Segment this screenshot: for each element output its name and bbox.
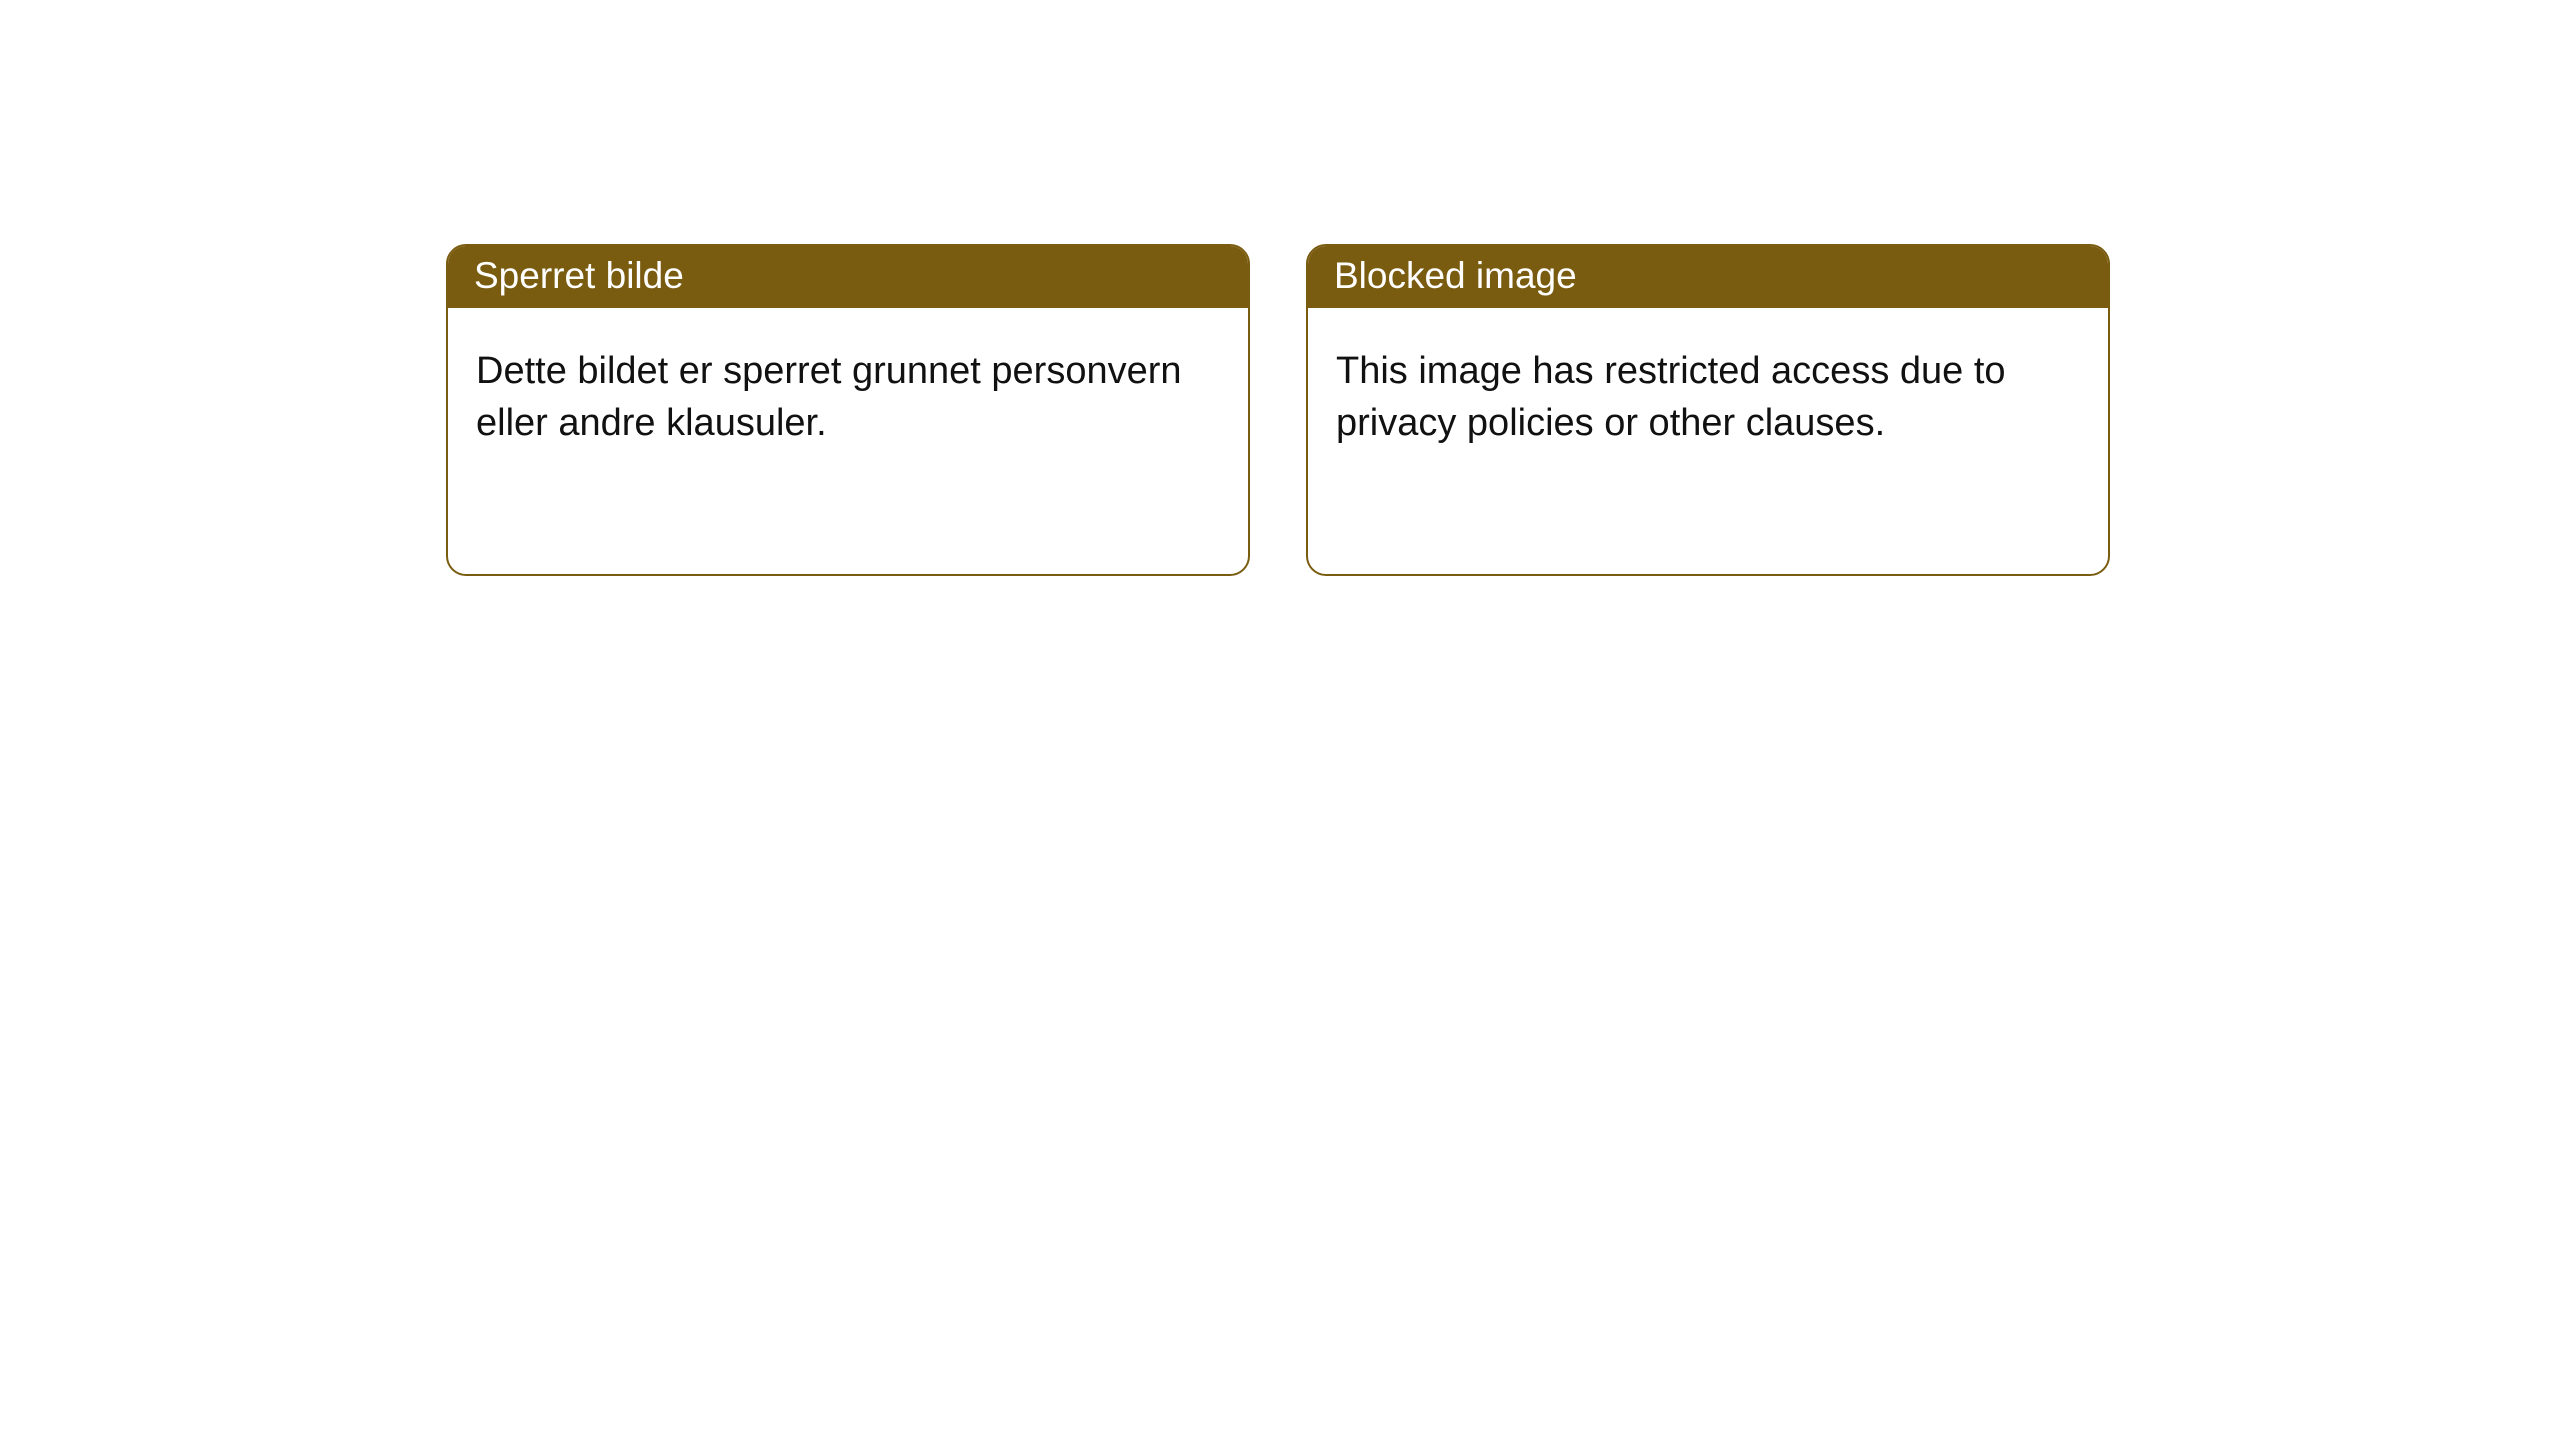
notice-card-norwegian: Sperret bilde Dette bildet er sperret gr…: [446, 244, 1250, 576]
notice-card-body: Dette bildet er sperret grunnet personve…: [448, 308, 1248, 477]
notice-container: Sperret bilde Dette bildet er sperret gr…: [0, 0, 2560, 576]
notice-card-header: Blocked image: [1308, 246, 2108, 308]
notice-title: Blocked image: [1334, 255, 1577, 296]
notice-body-text: This image has restricted access due to …: [1336, 350, 2006, 443]
notice-title: Sperret bilde: [474, 255, 684, 296]
notice-body-text: Dette bildet er sperret grunnet personve…: [476, 350, 1182, 443]
notice-card-body: This image has restricted access due to …: [1308, 308, 2108, 477]
notice-card-header: Sperret bilde: [448, 246, 1248, 308]
notice-card-english: Blocked image This image has restricted …: [1306, 244, 2110, 576]
